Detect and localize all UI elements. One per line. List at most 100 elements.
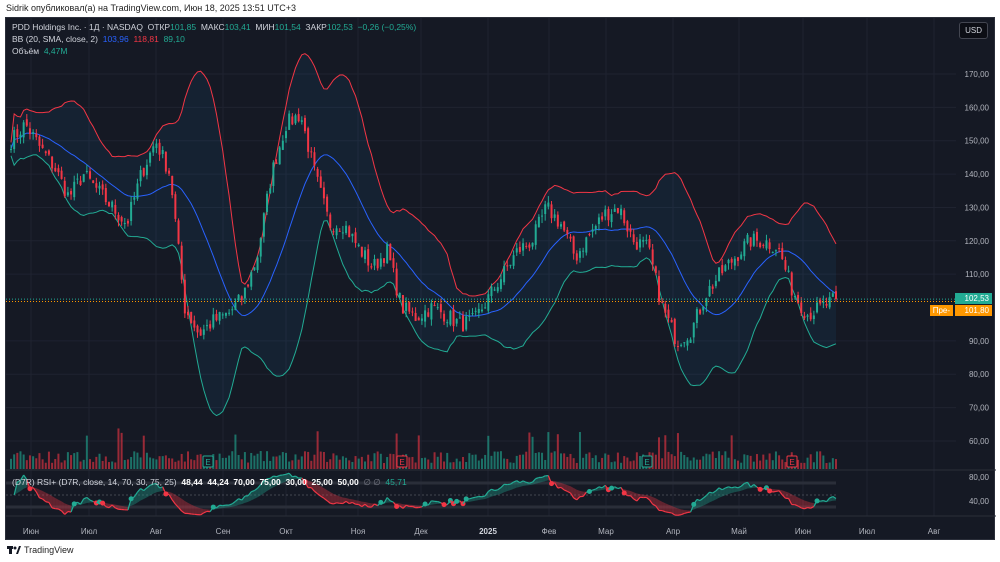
- candle-body: [477, 308, 480, 314]
- high-label: МАКС: [200, 22, 225, 32]
- volume-bar: [183, 461, 186, 469]
- volume-bar: [47, 451, 50, 469]
- volume-legend[interactable]: Объём 4,47M: [12, 46, 67, 56]
- rsi-fill: [741, 483, 745, 491]
- rsi-fill: [172, 493, 176, 505]
- candle-body: [348, 226, 351, 238]
- volume-bar: [812, 462, 815, 469]
- rsi-line: [370, 503, 375, 508]
- candle-body: [560, 224, 562, 227]
- volume-bar: [563, 453, 566, 469]
- rsi-fill: [557, 482, 561, 489]
- rsi-line: [143, 487, 148, 492]
- candle-body: [835, 291, 837, 300]
- volume-bar: [537, 452, 540, 469]
- rsi-legend[interactable]: (D7R) RSI+ (D7R, close, 14, 70, 30, 75, …: [12, 477, 407, 488]
- price-tick: 120,00: [965, 237, 990, 246]
- bb-basis: 103,96: [102, 34, 129, 44]
- candle-body: [692, 322, 695, 338]
- time-tick: Июн: [795, 527, 811, 536]
- symbol-name[interactable]: PDD Holdings Inc. · 1Д · NASDAQ: [12, 22, 143, 32]
- volume-bar: [528, 432, 531, 469]
- rsi-fill: [235, 498, 239, 506]
- rsi-fill: [491, 489, 495, 497]
- rsi-line: [361, 503, 366, 508]
- candle-body: [569, 236, 572, 239]
- rsi-fill: [140, 488, 144, 501]
- volume-bar: [307, 451, 310, 469]
- candle-body: [661, 302, 664, 304]
- rsi-line: [427, 500, 432, 506]
- volume-bar: [629, 461, 632, 469]
- volume-bar: [569, 453, 572, 469]
- chart-canvas[interactable]: 170,00 160,00 150,00 140,00 130,00 120,00 110,…: [6, 18, 996, 541]
- candle-body: [812, 315, 815, 320]
- volume-bar: [797, 459, 800, 469]
- volume-bar: [231, 451, 234, 469]
- rsi-line: [269, 475, 274, 479]
- volume-bar: [85, 435, 88, 469]
- candle-body: [607, 208, 610, 221]
- volume-bar: [22, 454, 25, 469]
- volume-bar: [82, 459, 85, 469]
- bb-legend[interactable]: BB (20, SMA, close, 2) 103,96 118,81 89,…: [12, 34, 185, 44]
- rsi-fill: [668, 504, 672, 513]
- candle-body: [205, 325, 208, 327]
- volume-bar: [620, 462, 623, 469]
- rsi-line: [320, 495, 325, 499]
- candle-body: [370, 266, 373, 268]
- rsi-fill: [782, 490, 786, 499]
- rsi-line: [775, 490, 780, 493]
- volume-bar: [601, 457, 604, 469]
- volume-bar: [800, 462, 803, 469]
- rsi-line: [89, 499, 94, 503]
- volume-bar: [572, 458, 575, 469]
- rsi-fill: [339, 496, 343, 504]
- volume-bar: [386, 457, 389, 469]
- rsi-line: [333, 502, 337, 505]
- candle-body: [556, 214, 559, 227]
- open-value: 101,85: [170, 22, 197, 32]
- volume-bar: [41, 459, 44, 469]
- candle-body: [680, 344, 683, 346]
- candle-body: [468, 315, 471, 317]
- candle-body: [10, 149, 12, 151]
- candle-body: [446, 322, 449, 324]
- volume-bar: [484, 454, 487, 469]
- volume-bar: [348, 460, 351, 469]
- volume-bar: [755, 454, 758, 469]
- rsi-line: [680, 512, 685, 516]
- rsi-line: [383, 497, 388, 504]
- volume-bar: [101, 460, 104, 469]
- volume-bar: [145, 452, 148, 469]
- candle-body: [816, 302, 819, 313]
- volume-bar: [142, 435, 145, 469]
- volume-bar: [92, 461, 95, 469]
- volume-bar: [582, 457, 585, 469]
- volume-bar: [506, 458, 509, 469]
- volume-bar: [661, 458, 664, 469]
- rsi-fill: [573, 488, 577, 500]
- time-tick: Ноя: [351, 527, 366, 536]
- chart-frame[interactable]: 170,00 160,00 150,00 140,00 130,00 120,00 110,…: [5, 17, 996, 541]
- rsi-line: [23, 474, 28, 480]
- candle-body: [196, 325, 199, 333]
- volume-bar: [458, 461, 461, 469]
- candle-body: [63, 180, 66, 197]
- volume-bar: [341, 456, 344, 469]
- volume-bar: [531, 436, 534, 469]
- candle-body: [746, 234, 749, 243]
- candle-body: [285, 131, 287, 139]
- rsi-fill: [662, 501, 666, 512]
- volume-bar: [686, 457, 689, 469]
- currency-button[interactable]: USD: [959, 22, 988, 39]
- volume-bar: [420, 458, 423, 469]
- volume-bar: [724, 451, 727, 469]
- rsi-fill: [317, 484, 321, 497]
- tradingview-logo[interactable]: TradingView: [7, 545, 74, 555]
- candle-body: [768, 242, 771, 250]
- candle-body: [247, 284, 250, 287]
- volume-bar: [275, 456, 278, 469]
- candle-body: [588, 234, 591, 236]
- volume-bar: [762, 454, 765, 469]
